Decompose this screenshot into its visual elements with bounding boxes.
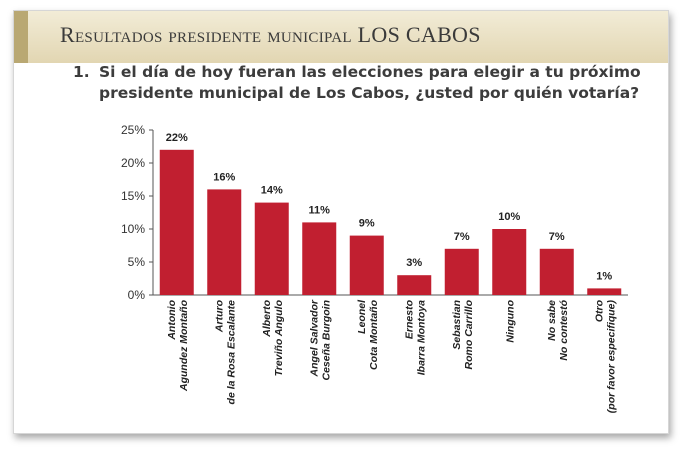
- bar: [587, 288, 622, 295]
- category-label-line: Ninguno: [504, 299, 516, 342]
- banner-accent: [14, 11, 28, 63]
- bar-value-label: 22%: [166, 132, 188, 144]
- category-label: ErnestoIbarra Montoya: [403, 299, 427, 375]
- y-tick-label: 15%: [121, 189, 145, 203]
- category-label-line: Agundez Montaño: [178, 299, 190, 392]
- bar-value-label: 3%: [406, 257, 422, 269]
- category-label-line: No sabe: [546, 300, 558, 341]
- category-label: Otro(por favor especifique): [593, 299, 617, 413]
- bar: [207, 189, 242, 295]
- bar: [302, 222, 337, 295]
- bar: [539, 248, 574, 295]
- category-label-line: (por favor especifique): [605, 300, 617, 414]
- bar-value-label: 14%: [261, 185, 283, 197]
- question-line-1: Si el día de hoy fueran las elecciones p…: [99, 63, 641, 81]
- bar: [254, 202, 289, 295]
- bar-value-label: 7%: [549, 231, 565, 243]
- category-label: Ninguno: [504, 299, 516, 342]
- bar-value-label: 11%: [309, 204, 331, 216]
- category-label-line: Ernesto: [403, 299, 415, 339]
- bar-value-label: 16%: [213, 171, 235, 183]
- category-label-line: Antonio: [166, 299, 178, 340]
- category-label-line: Ceseña Burgoin: [320, 300, 332, 381]
- y-tick-label: 5%: [128, 255, 146, 269]
- category-label: Arturode la Rosa Escalante: [213, 299, 237, 404]
- category-label-line: Angel Salvador: [308, 299, 320, 377]
- bar-value-label: 7%: [454, 231, 470, 243]
- banner-title: Resultados presidente municipal LOS CABO…: [60, 22, 481, 47]
- bar-value-label: 1%: [596, 270, 612, 282]
- category-label: No sabeNo contestó: [546, 299, 570, 360]
- y-tick-label: 10%: [121, 222, 145, 236]
- bar: [397, 275, 432, 295]
- bar: [349, 235, 384, 295]
- bar: [492, 229, 527, 295]
- category-label: AntonioAgundez Montaño: [166, 299, 190, 392]
- y-tick-label: 25%: [121, 123, 145, 137]
- category-label: Angel SalvadorCeseña Burgoin: [308, 299, 332, 380]
- category-label-line: Alberto: [261, 299, 273, 337]
- bar-value-label: 10%: [498, 211, 520, 223]
- category-label: SebastianRomo Carrillo: [451, 299, 475, 369]
- category-label-line: Treviño Angulo: [273, 299, 285, 376]
- category-label-line: No contestó: [558, 299, 570, 360]
- question-line-2: presidente municipal de Los Cabos, ¿uste…: [99, 84, 640, 102]
- category-label: AlbertoTreviño Angulo: [261, 299, 285, 376]
- category-label-line: Cota Montaño: [368, 299, 380, 370]
- question-text: 1. Si el día de hoy fueran las eleccione…: [73, 62, 654, 104]
- category-label-line: Romo Carrillo: [463, 299, 475, 369]
- y-tick-label: 0%: [128, 288, 146, 302]
- title-banner: Resultados presidente municipal LOS CABO…: [14, 11, 668, 63]
- category-label-line: Ibarra Montoya: [415, 300, 427, 375]
- category-label-line: Arturo: [213, 299, 225, 333]
- category-label-line: Otro: [593, 299, 605, 322]
- category-label-line: Leonel: [356, 299, 368, 334]
- poll-card: Resultados presidente municipal LOS CABO…: [13, 10, 669, 434]
- bar-value-label: 9%: [359, 218, 375, 230]
- bar: [444, 248, 479, 295]
- category-label-line: Sebastian: [451, 300, 463, 350]
- y-tick-label: 20%: [121, 156, 145, 170]
- category-label-line: de la Rosa Escalante: [225, 300, 237, 405]
- category-label: LeonelCota Montaño: [356, 299, 380, 370]
- question-number: 1.: [73, 63, 90, 81]
- bar: [159, 149, 194, 295]
